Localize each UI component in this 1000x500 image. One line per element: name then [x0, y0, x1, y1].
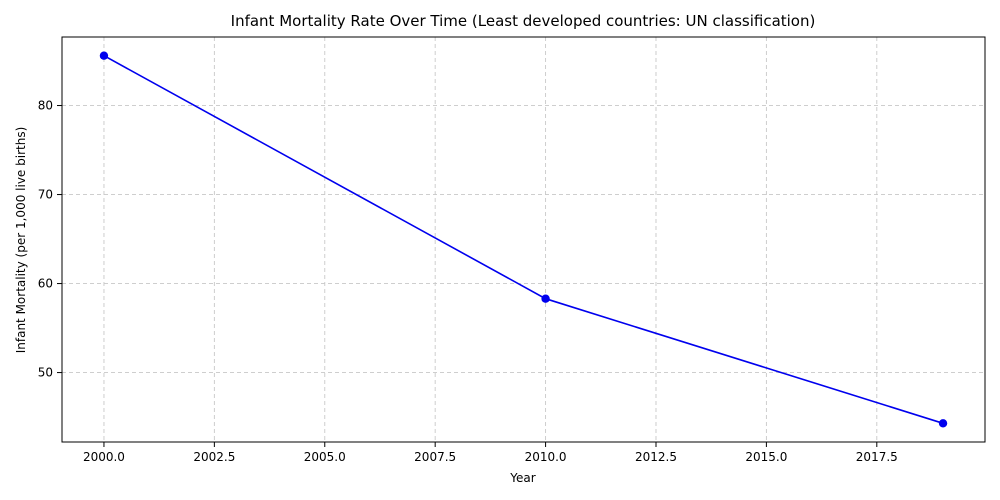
x-axis-label: Year [509, 471, 535, 485]
x-tick-label: 2012.5 [635, 450, 677, 464]
y-tick-label: 80 [38, 99, 53, 113]
axis-ticks: 2000.0 2002.5 2005.0 2007.5 2010.0 2012.5 2015… [38, 99, 898, 464]
data-point [99, 51, 109, 60]
x-tick-label: 2015.0 [745, 450, 787, 464]
y-tick-label: 60 [38, 277, 53, 291]
series-line [103, 54, 944, 425]
chart-title: Infant Mortality Rate Over Time (Least d… [231, 12, 816, 30]
data-point [938, 419, 948, 428]
y-tick-label: 50 [38, 366, 53, 380]
x-tick-label: 2007.5 [414, 450, 456, 464]
data-point [541, 294, 550, 303]
x-tick-label: 2010.0 [525, 450, 567, 464]
x-tick-label: 2005.0 [304, 450, 346, 464]
grid-lines [62, 37, 985, 442]
x-tick-label: 2002.5 [193, 450, 235, 464]
y-tick-label: 70 [38, 188, 53, 202]
x-tick-label: 2000.0 [83, 450, 125, 464]
series-layer [99, 51, 948, 428]
plot-frame [61, 36, 986, 443]
x-tick-label: 2017.5 [856, 450, 898, 464]
y-axis-label: Infant Mortality (per 1,000 live births) [14, 127, 28, 354]
